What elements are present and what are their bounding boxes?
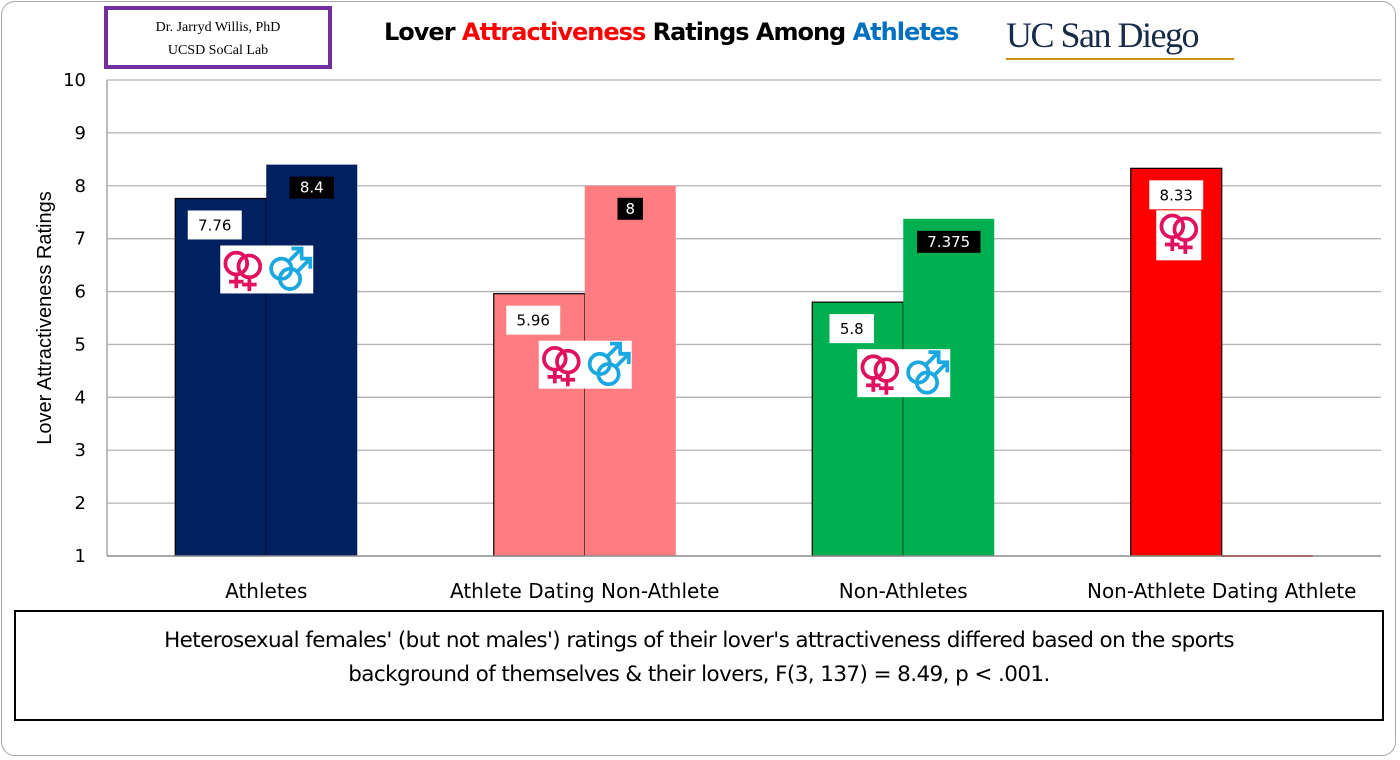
male-symbol-ring: [277, 266, 303, 291]
axes: 1 2 3 4 5 6 7 8 9 10 Athletes Athlete Dating Non-At…: [63, 70, 1381, 603]
y-tick-label: 5: [75, 334, 86, 355]
ucsd-logo: UC San Diego: [1006, 15, 1200, 55]
data-label-box: [1149, 180, 1204, 210]
male-symbol-arrowhead: [618, 351, 631, 364]
female-female-icon: [542, 345, 581, 387]
female-female-icon: [860, 354, 900, 395]
male-male-icon: [906, 350, 950, 395]
data-label: 8.33: [1160, 186, 1193, 204]
male-symbol-arrowhead: [291, 246, 304, 259]
data-label: 5.8: [840, 320, 864, 338]
title-part-1: Lover: [384, 18, 462, 46]
data-labels: 7.76 8.4 5.96 8 5.8 7.375 8.33: [187, 176, 1204, 398]
data-label: 8.4: [300, 179, 324, 197]
credit-name: Dr. Jarryd Willis, PhD: [155, 20, 281, 35]
male-male-icon: [269, 246, 313, 291]
y-tick-label: 7: [75, 229, 86, 250]
x-category-label: Non-Athletes: [839, 579, 968, 603]
male-symbol-arrowhead: [928, 350, 941, 363]
ucsd-logo-underline: [1006, 58, 1234, 60]
title-part-4: Athletes: [852, 18, 960, 46]
male-male-icon: [587, 341, 631, 387]
female-symbol-ring: [542, 345, 568, 372]
male-symbol-arrow: [924, 350, 940, 367]
male-symbol-arrow: [287, 247, 303, 263]
male-symbol-arrow: [605, 342, 622, 359]
title-part-3: Ratings Among: [645, 18, 853, 46]
note-line-1: Heterosexual females' (but not males') r…: [164, 628, 1234, 653]
y-tick-label: 10: [63, 70, 86, 91]
male-symbol-arrow: [932, 360, 949, 377]
x-category-label: Athlete Dating Non-Athlete: [450, 579, 720, 603]
y-tick-label: 3: [75, 440, 86, 461]
y-tick-label: 1: [75, 546, 86, 567]
credit-lab: UCSD SoCal Lab: [167, 43, 269, 58]
male-symbol-arrowhead: [300, 256, 313, 269]
male-symbol-ring: [596, 362, 621, 387]
male-symbol-arrow: [295, 257, 312, 274]
data-label: 8: [625, 200, 635, 218]
y-tick-label: 4: [75, 387, 86, 408]
data-label-box: [617, 197, 643, 220]
female-symbol-ring: [1172, 216, 1199, 243]
male-symbol-arrow: [614, 352, 631, 369]
male-symbol-arrowhead: [609, 341, 622, 354]
statistics-note: Heterosexual females' (but not males') r…: [14, 610, 1384, 721]
y-axis-label: Lover Attractiveness Ratings: [34, 191, 56, 444]
female-symbol-ring: [860, 354, 887, 380]
data-label-box: [506, 305, 561, 335]
data-label-box: [289, 176, 334, 199]
female-female-icon: [1159, 213, 1199, 254]
female-symbol-ring: [236, 253, 263, 280]
male-symbol-arrowhead: [937, 360, 950, 373]
data-label: 7.76: [198, 216, 231, 234]
y-tick-label: 9: [75, 123, 86, 144]
title-part-2: Attractiveness: [461, 18, 646, 46]
chart-title: Lover Attractiveness Ratings Among Athle…: [384, 18, 960, 46]
x-category-label: Non-Athlete Dating Athlete: [1087, 579, 1357, 603]
male-symbol-ring: [914, 370, 940, 395]
y-tick-label: 2: [75, 493, 86, 514]
x-category-label: Athletes: [225, 579, 307, 603]
data-label-box: [917, 230, 981, 253]
female-female-icon: [223, 250, 263, 292]
note-line-2: background of themselves & their lovers,…: [348, 662, 1050, 687]
data-label-box: [187, 210, 242, 240]
bar-males: [266, 164, 358, 556]
y-tick-label: 6: [75, 282, 86, 303]
y-tick-label: 8: [75, 176, 86, 197]
credit-box: Dr. Jarryd Willis, PhD UCSD SoCal Lab: [104, 6, 332, 69]
bar-females: [811, 301, 904, 557]
data-label-box: [829, 314, 874, 344]
bars: [174, 164, 1313, 557]
data-label: 5.96: [517, 312, 550, 330]
data-label: 7.375: [927, 233, 970, 251]
